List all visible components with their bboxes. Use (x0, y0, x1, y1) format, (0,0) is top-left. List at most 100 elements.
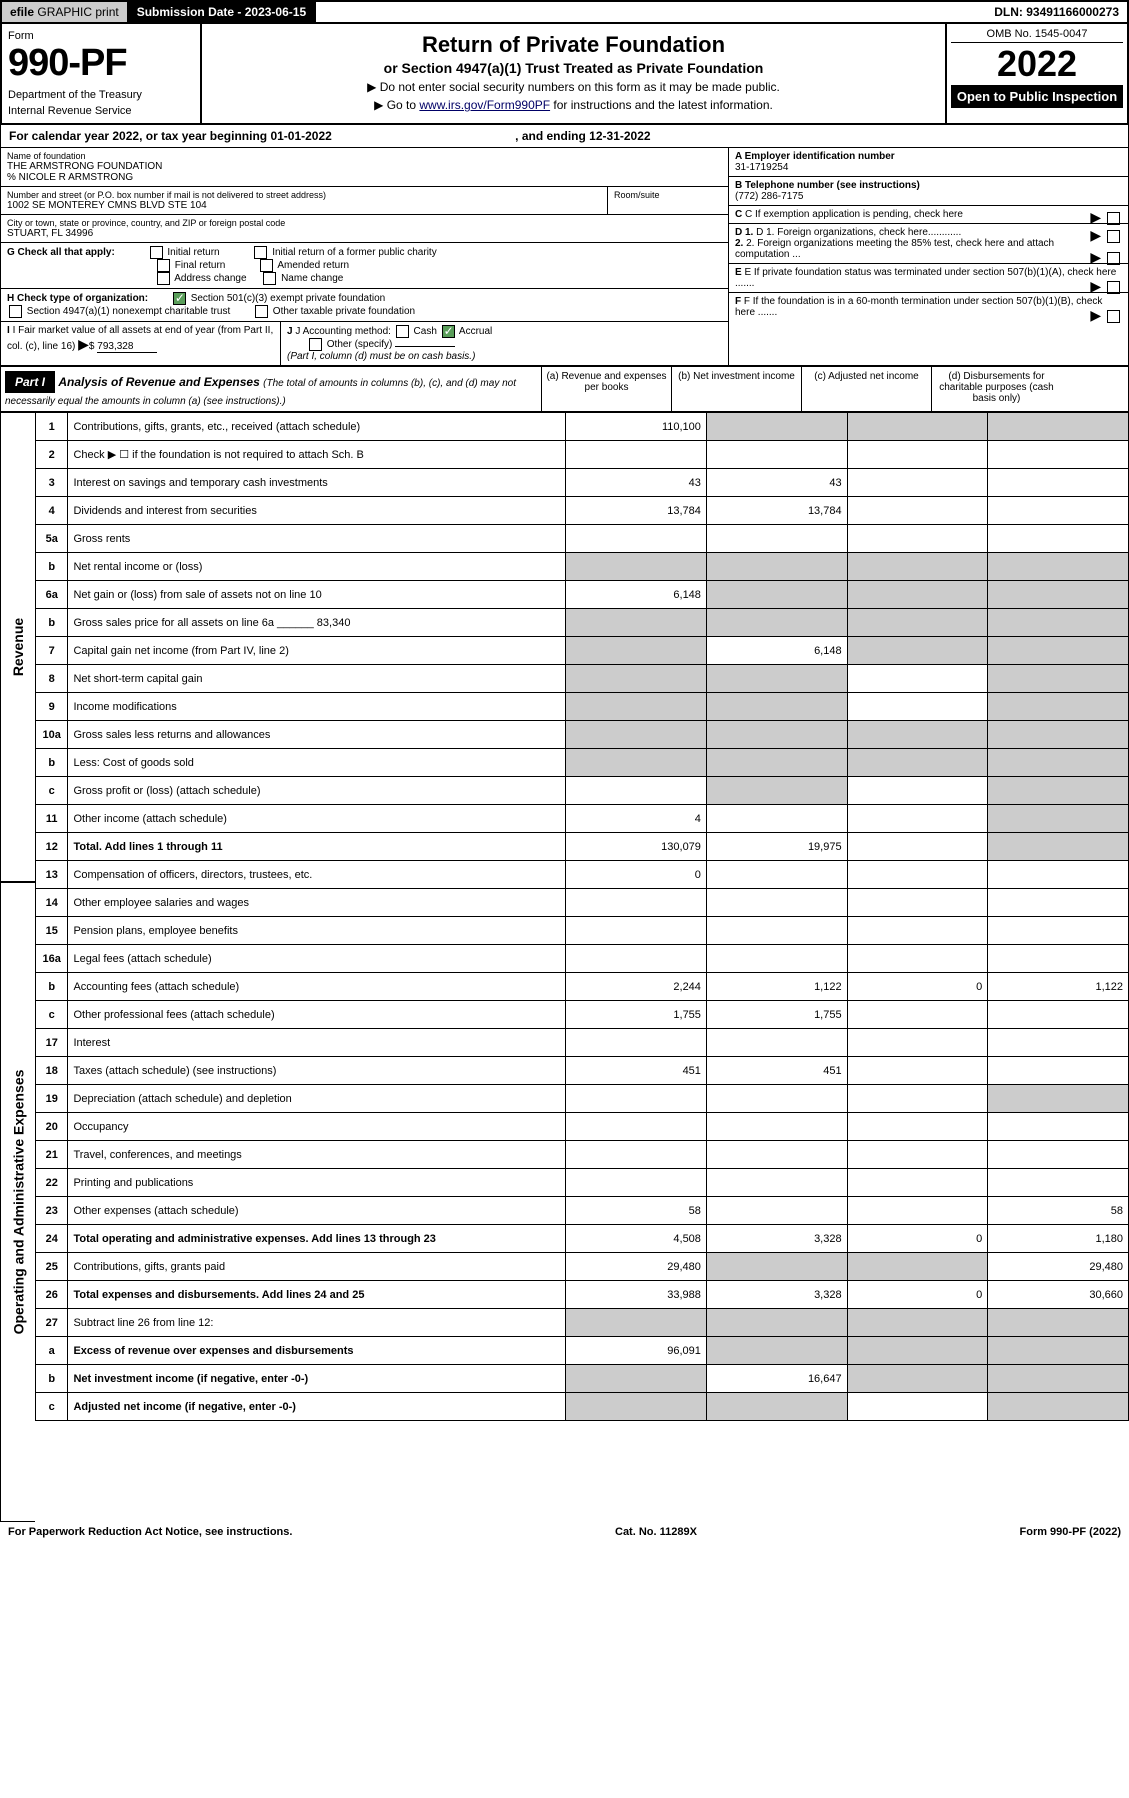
form-number: 990-PF (8, 42, 194, 85)
table-row: 8Net short-term capital gain (36, 665, 1129, 693)
table-row: 4Dividends and interest from securities1… (36, 497, 1129, 525)
revenue-label: Revenue (0, 412, 35, 882)
address-change-checkbox[interactable] (157, 272, 170, 285)
amended-checkbox[interactable] (260, 259, 273, 272)
initial-public-checkbox[interactable] (254, 246, 267, 259)
table-row: cOther professional fees (attach schedul… (36, 1001, 1129, 1029)
table-row: 26Total expenses and disbursements. Add … (36, 1281, 1129, 1309)
table-row: 25Contributions, gifts, grants paid29,48… (36, 1253, 1129, 1281)
table-row: 15Pension plans, employee benefits (36, 917, 1129, 945)
cash-checkbox[interactable] (396, 325, 409, 338)
footer-right: Form 990-PF (2022) (1020, 1526, 1121, 1538)
phone-cell: B Telephone number (see instructions) (7… (729, 177, 1128, 206)
table-row: bNet investment income (if negative, ent… (36, 1365, 1129, 1393)
year-box: OMB No. 1545-0047 2022 Open to Public In… (947, 24, 1127, 123)
501c3-checkbox[interactable] (173, 292, 186, 305)
room-label: Room/suite (614, 190, 722, 200)
d-cell: D 1. D 1. Foreign organizations, check h… (729, 224, 1128, 264)
c-checkbox[interactable] (1107, 212, 1120, 225)
d1-checkbox[interactable] (1107, 230, 1120, 243)
instruction-2: ▶ Go to www.irs.gov/Form990PF for instru… (210, 98, 937, 112)
footer-left: For Paperwork Reduction Act Notice, see … (8, 1526, 292, 1538)
city-cell: City or town, state or province, country… (1, 215, 728, 243)
table-row: aExcess of revenue over expenses and dis… (36, 1337, 1129, 1365)
table-row: cAdjusted net income (if negative, enter… (36, 1393, 1129, 1421)
table-row: 20Occupancy (36, 1113, 1129, 1141)
ein-value: 31-1719254 (735, 162, 788, 173)
col-d-header: (d) Disbursements for charitable purpose… (931, 367, 1061, 411)
col-b-header: (b) Net investment income (671, 367, 801, 411)
name-change-checkbox[interactable] (263, 272, 276, 285)
j-note: (Part I, column (d) must be on cash basi… (287, 351, 475, 362)
main-title: Return of Private Foundation (210, 32, 937, 58)
other-method-checkbox[interactable] (309, 338, 322, 351)
table-row: 23Other expenses (attach schedule)5858 (36, 1197, 1129, 1225)
page-footer: For Paperwork Reduction Act Notice, see … (0, 1522, 1129, 1542)
table-row: 22Printing and publications (36, 1169, 1129, 1197)
city-state-zip: STUART, FL 34996 (7, 228, 722, 239)
table-wrap: Revenue Operating and Administrative Exp… (0, 412, 1129, 1522)
f-checkbox[interactable] (1107, 310, 1120, 323)
title-box: Return of Private Foundation or Section … (202, 24, 947, 123)
d2-checkbox[interactable] (1107, 252, 1120, 265)
care-of: % NICOLE R ARMSTRONG (7, 172, 722, 183)
open-public: Open to Public Inspection (951, 85, 1123, 108)
h-org-type: H Check type of organization: Section 50… (1, 289, 728, 322)
final-return-checkbox[interactable] (157, 259, 170, 272)
i-j-row: I I Fair market value of all assets at e… (1, 322, 728, 365)
top-bar: efile GRAPHIC print Submission Date - 20… (0, 0, 1129, 24)
table-row: 16aLegal fees (attach schedule) (36, 945, 1129, 973)
initial-return-checkbox[interactable] (150, 246, 163, 259)
analysis-table: 1Contributions, gifts, grants, etc., rec… (35, 412, 1129, 1421)
form-label: Form (8, 30, 194, 42)
address-row: Number and street (or P.O. box number if… (1, 187, 728, 215)
fmv-value: 793,328 (97, 341, 157, 353)
table-row: 12Total. Add lines 1 through 11130,07919… (36, 833, 1129, 861)
table-row: 13Compensation of officers, directors, t… (36, 861, 1129, 889)
4947-checkbox[interactable] (9, 305, 22, 318)
form-link[interactable]: www.irs.gov/Form990PF (419, 98, 550, 112)
name-label: Name of foundation (7, 151, 722, 161)
table-row: 27Subtract line 26 from line 12: (36, 1309, 1129, 1337)
tax-year: 2022 (951, 43, 1123, 85)
omb-number: OMB No. 1545-0047 (951, 28, 1123, 43)
subtitle: or Section 4947(a)(1) Trust Treated as P… (210, 60, 937, 76)
col-a-header: (a) Revenue and expenses per books (541, 367, 671, 411)
table-row: bNet rental income or (loss) (36, 553, 1129, 581)
table-row: 9Income modifications (36, 693, 1129, 721)
dept-treasury: Department of the Treasury (8, 89, 194, 101)
other-taxable-checkbox[interactable] (255, 305, 268, 318)
g-checkboxes: G Check all that apply: Initial return I… (1, 243, 728, 289)
table-row: 21Travel, conferences, and meetings (36, 1141, 1129, 1169)
entity-info: Name of foundation THE ARMSTRONG FOUNDAT… (0, 148, 1129, 366)
table-row: 5aGross rents (36, 525, 1129, 553)
footer-mid: Cat. No. 11289X (615, 1526, 697, 1538)
table-row: 24Total operating and administrative exp… (36, 1225, 1129, 1253)
table-row: 18Taxes (attach schedule) (see instructi… (36, 1057, 1129, 1085)
submission-date: Submission Date - 2023-06-15 (129, 2, 316, 22)
c-cell: C C If exemption application is pending,… (729, 206, 1128, 224)
table-row: cGross profit or (loss) (attach schedule… (36, 777, 1129, 805)
table-row: 11Other income (attach schedule)4 (36, 805, 1129, 833)
part1-label: Part I (5, 371, 55, 393)
e-checkbox[interactable] (1107, 281, 1120, 294)
dln: DLN: 93491166000273 (986, 2, 1127, 22)
city-label: City or town, state or province, country… (7, 218, 722, 228)
accrual-checkbox[interactable] (442, 325, 455, 338)
table-row: 19Depreciation (attach schedule) and dep… (36, 1085, 1129, 1113)
calendar-year: For calendar year 2022, or tax year begi… (0, 125, 1129, 148)
foundation-name: THE ARMSTRONG FOUNDATION (7, 161, 722, 172)
table-row: 6aNet gain or (loss) from sale of assets… (36, 581, 1129, 609)
street-address: 1002 SE MONTEREY CMNS BLVD STE 104 (7, 200, 601, 211)
table-row: bAccounting fees (attach schedule)2,2441… (36, 973, 1129, 1001)
part1-header-row: Part I Analysis of Revenue and Expenses … (0, 366, 1129, 412)
street-label: Number and street (or P.O. box number if… (7, 190, 601, 200)
table-row: 10aGross sales less returns and allowanc… (36, 721, 1129, 749)
instruction-1: ▶ Do not enter social security numbers o… (210, 80, 937, 94)
table-row: 2Check ▶ ☐ if the foundation is not requ… (36, 441, 1129, 469)
e-cell: E E If private foundation status was ter… (729, 264, 1128, 293)
table-row: 17Interest (36, 1029, 1129, 1057)
col-c-header: (c) Adjusted net income (801, 367, 931, 411)
f-cell: F F If the foundation is in a 60-month t… (729, 293, 1128, 321)
dept-irs: Internal Revenue Service (8, 105, 194, 117)
